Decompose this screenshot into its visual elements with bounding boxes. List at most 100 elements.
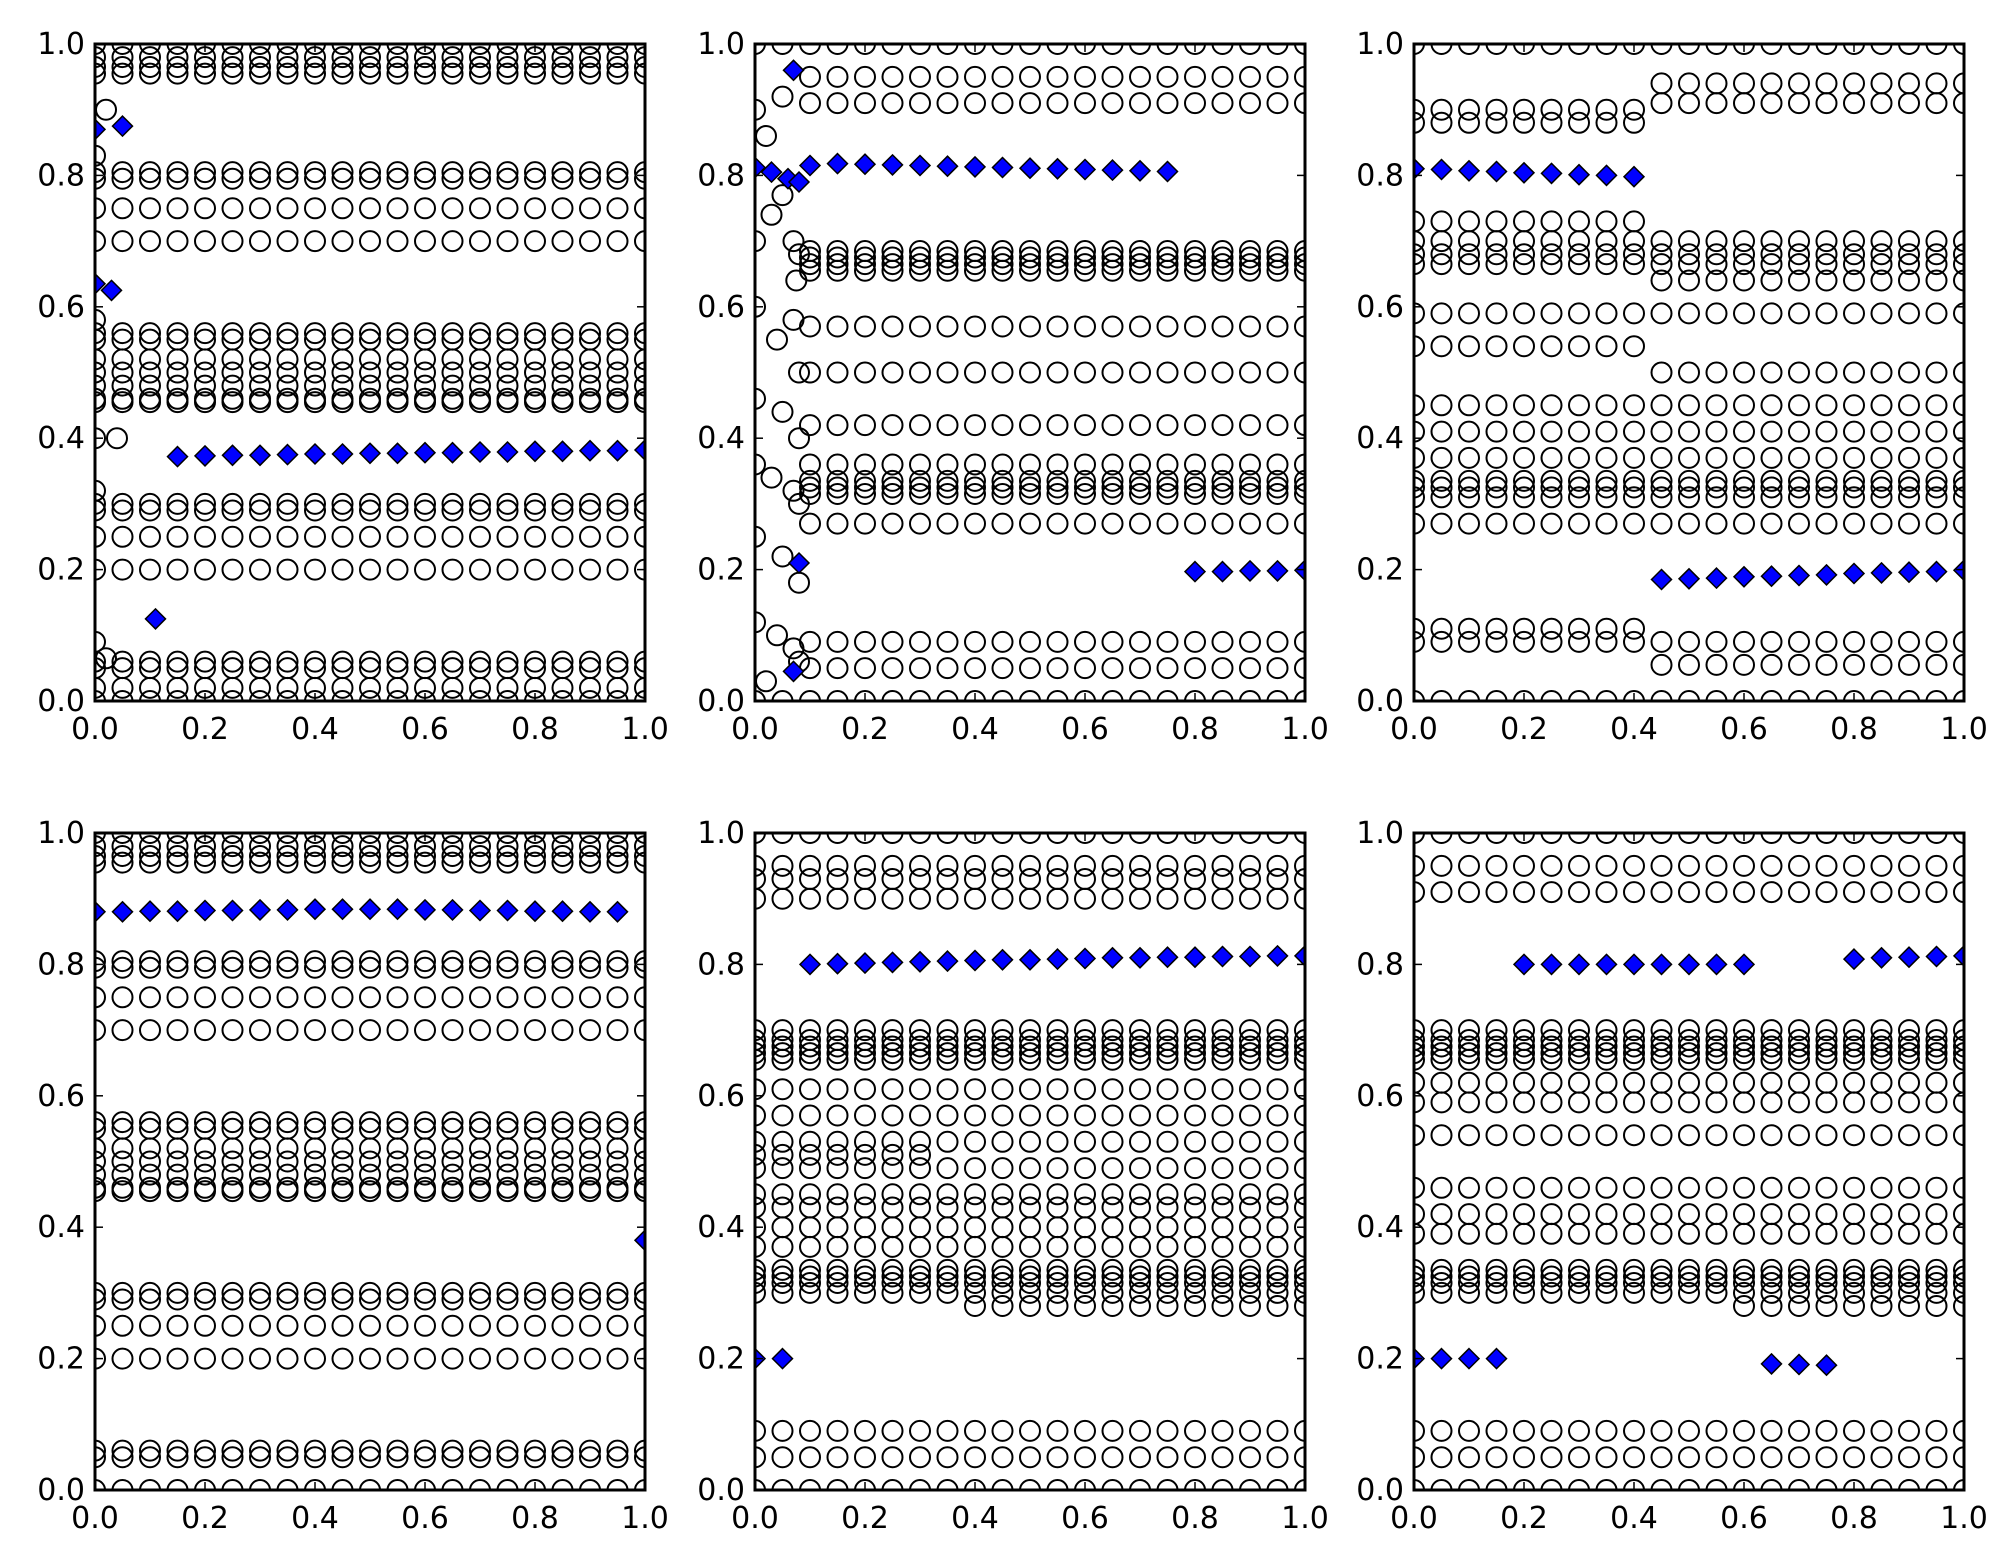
- circle-point: [909, 1258, 931, 1281]
- circle-point: [1184, 1235, 1206, 1258]
- circle-point: [1485, 1479, 1508, 1490]
- circle-point: [1623, 210, 1645, 233]
- diamond-point: [95, 118, 107, 141]
- circle-point: [551, 56, 574, 78]
- circle-point: [634, 835, 645, 858]
- circle-point: [991, 1479, 1014, 1490]
- circle-point: [854, 246, 876, 269]
- circle-point: [331, 499, 354, 522]
- circle-point: [1898, 92, 1920, 115]
- circle-point: [359, 197, 381, 220]
- circle-point: [1843, 1446, 1865, 1469]
- circle-point: [221, 845, 244, 867]
- circle-point: [1953, 512, 1964, 535]
- circle-point: [331, 1314, 354, 1337]
- y-tick-label: 1.0: [1356, 816, 1404, 851]
- circle-point: [496, 161, 519, 184]
- circle-point: [1184, 1216, 1206, 1239]
- circle-point: [1733, 486, 1755, 509]
- circle-point: [1568, 253, 1590, 276]
- circle-point: [1156, 253, 1179, 276]
- circle-point: [359, 525, 381, 548]
- circle-point: [441, 676, 464, 699]
- circle-point: [909, 868, 931, 890]
- diamond-point: [1677, 953, 1701, 976]
- circle-point: [964, 414, 986, 437]
- circle-point: [1678, 469, 1700, 492]
- circle-point: [111, 1479, 134, 1490]
- circle-point: [551, 676, 574, 699]
- circle-point: [936, 44, 959, 55]
- circle-point: [1568, 486, 1590, 509]
- circle-point: [469, 499, 491, 522]
- circle-point: [524, 1137, 546, 1160]
- circle-point: [771, 1183, 794, 1206]
- circle-point: [1953, 1035, 1964, 1058]
- circle-point: [221, 1150, 244, 1173]
- circle-point: [1540, 1203, 1563, 1226]
- circle-point: [1760, 1071, 1783, 1094]
- diamond-point: [1183, 560, 1207, 583]
- circle-point: [469, 1446, 491, 1469]
- circle-point: [579, 1439, 601, 1462]
- circle-point: [496, 499, 519, 522]
- circle-point: [276, 374, 299, 397]
- circle-point: [1760, 1176, 1783, 1199]
- circle-point: [276, 1479, 299, 1490]
- circle-point: [606, 690, 629, 701]
- circle-point: [221, 851, 244, 874]
- circle-point: [799, 1035, 821, 1058]
- circle-point: [1101, 361, 1124, 384]
- circle-point: [909, 1157, 931, 1180]
- circle-point: [221, 322, 244, 345]
- circle-point: [1843, 361, 1865, 384]
- circle-point: [524, 361, 546, 384]
- circle-point: [1156, 414, 1179, 437]
- circle-point: [771, 1235, 794, 1258]
- circle-point: [386, 1281, 409, 1304]
- circle-point: [1705, 486, 1728, 509]
- circle-point: [276, 62, 299, 85]
- diamond-point: [1650, 953, 1673, 976]
- circle-point: [771, 1019, 794, 1042]
- circle-point: [1211, 259, 1234, 282]
- circle-point: [1485, 230, 1508, 253]
- circle-point: [1074, 1216, 1096, 1239]
- circle-point: [139, 1163, 161, 1186]
- circle-point: [1129, 1479, 1151, 1490]
- circle-point: [1294, 65, 1305, 88]
- circle-point: [95, 308, 106, 331]
- y-tick-label: 0.2: [37, 553, 85, 588]
- circle-point: [1815, 72, 1838, 95]
- circle-point: [854, 1196, 876, 1219]
- circle-point: [881, 65, 904, 88]
- circle-point: [276, 1019, 299, 1042]
- circle-point: [1074, 1104, 1096, 1127]
- circle-point: [1239, 1104, 1261, 1127]
- circle-point: [441, 492, 464, 515]
- circle-point: [414, 1288, 436, 1311]
- circle-point: [1760, 469, 1783, 492]
- circle-point: [1129, 1183, 1151, 1206]
- circle-point: [799, 44, 821, 55]
- circle-point: [1760, 1035, 1783, 1058]
- circle-point: [826, 854, 849, 877]
- circle-point: [496, 845, 519, 867]
- circle-point: [1513, 394, 1535, 417]
- circle-point: [1540, 44, 1563, 55]
- circle-point: [1870, 230, 1893, 253]
- circle-point: [95, 427, 106, 450]
- circle-point: [1513, 486, 1535, 509]
- circle-point: [1650, 1042, 1673, 1065]
- circle-point: [854, 1265, 876, 1288]
- circle-point: [1211, 92, 1234, 115]
- diamond-point: [413, 441, 437, 464]
- circle-point: [1595, 833, 1618, 844]
- circle-point: [634, 1111, 645, 1134]
- circle-point: [1678, 1176, 1700, 1199]
- circle-point: [881, 1078, 904, 1101]
- circle-point: [469, 46, 491, 69]
- circle-point: [1568, 1222, 1590, 1245]
- circle-point: [111, 361, 134, 384]
- circle-point: [1953, 854, 1964, 877]
